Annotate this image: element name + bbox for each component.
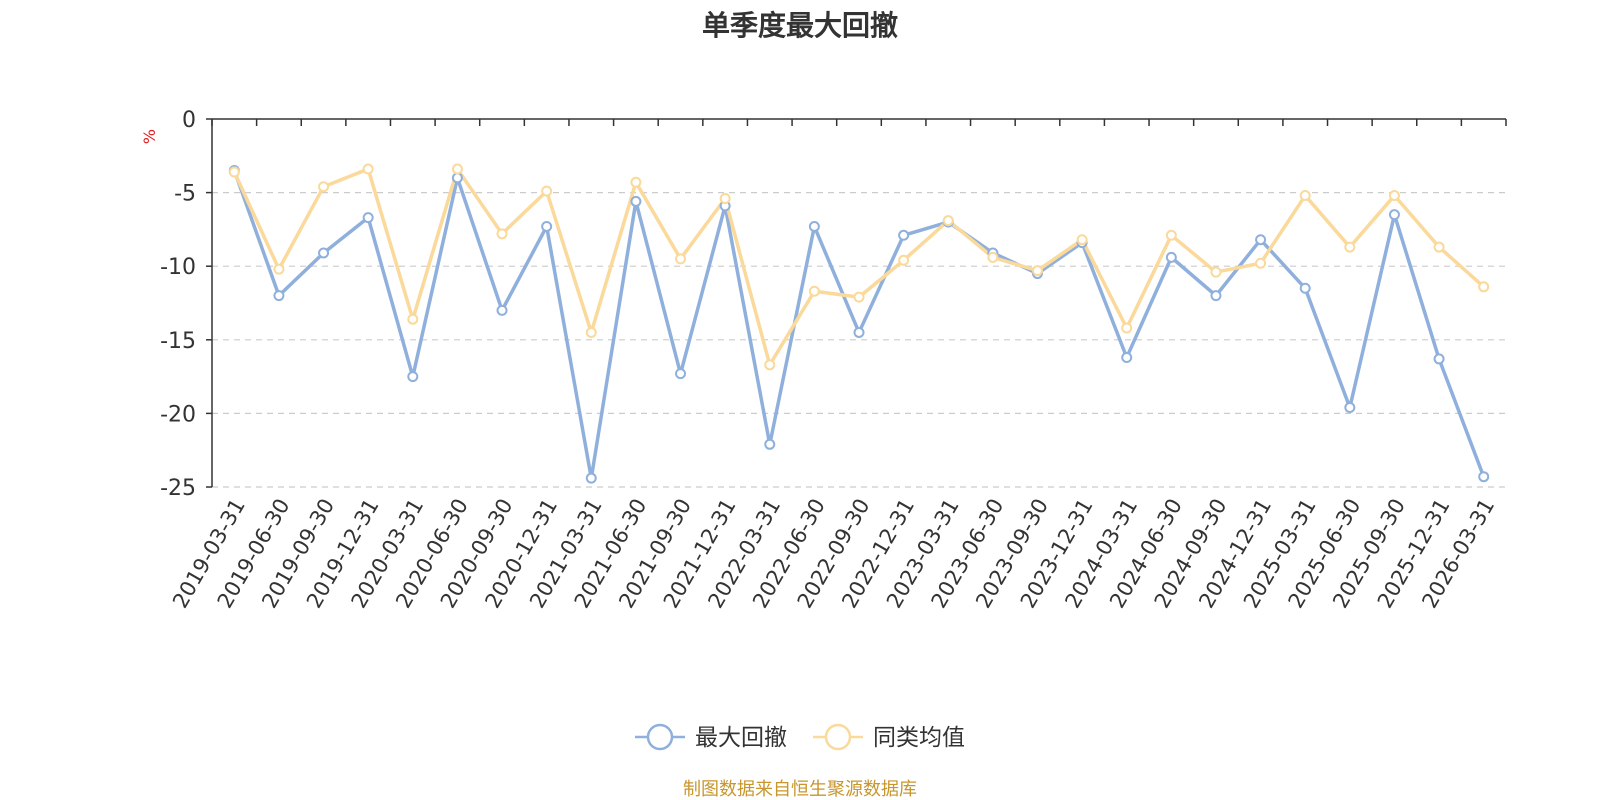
data-point[interactable] [942, 215, 954, 227]
data-point[interactable] [719, 192, 731, 204]
data-point[interactable] [1255, 234, 1267, 246]
data-point[interactable] [808, 220, 820, 232]
legend-item-1[interactable]: 同类均值 [813, 723, 965, 751]
data-point[interactable] [675, 253, 687, 265]
data-point[interactable] [898, 229, 910, 241]
data-point[interactable] [273, 290, 285, 302]
data-point[interactable] [1255, 257, 1267, 269]
data-point[interactable] [362, 212, 374, 224]
data-point[interactable] [496, 304, 508, 316]
data-point[interactable] [451, 172, 463, 184]
line-chart: 0-5-10-15-20-25%2019-03-312019-06-302019… [140, 108, 1507, 751]
data-point[interactable] [987, 251, 999, 263]
data-point[interactable] [228, 166, 240, 178]
legend-swatch-circle [646, 723, 674, 751]
data-point[interactable] [1478, 281, 1490, 293]
data-point[interactable] [407, 371, 419, 383]
data-point[interactable] [362, 163, 374, 175]
data-point[interactable] [898, 254, 910, 266]
y-tick-label: -25 [160, 476, 196, 501]
data-point[interactable] [541, 220, 553, 232]
chart-title: 单季度最大回撤 [701, 9, 898, 42]
legend-label: 最大回撤 [695, 725, 787, 751]
data-point[interactable] [675, 368, 687, 380]
data-point[interactable] [1210, 266, 1222, 278]
data-point[interactable] [318, 247, 330, 259]
axis-layer: 0-5-10-15-20-25%2019-03-312019-06-302019… [140, 108, 1507, 612]
data-point[interactable] [1433, 353, 1445, 365]
y-tick-label: -5 [174, 182, 196, 207]
data-point[interactable] [1210, 290, 1222, 302]
y-axis-label: % [140, 129, 159, 144]
y-tick-label: 0 [182, 108, 196, 133]
data-point[interactable] [1344, 402, 1356, 414]
y-tick-label: -15 [160, 329, 196, 354]
data-point[interactable] [764, 438, 776, 450]
data-point[interactable] [1433, 241, 1445, 253]
legend-swatch-circle [824, 723, 852, 751]
data-point[interactable] [1121, 322, 1133, 334]
data-point[interactable] [630, 195, 642, 207]
data-point[interactable] [1388, 209, 1400, 221]
data-point[interactable] [451, 163, 463, 175]
data-point[interactable] [318, 181, 330, 193]
legend-label: 同类均值 [873, 725, 965, 751]
data-point[interactable] [585, 472, 597, 484]
data-point[interactable] [764, 359, 776, 371]
series-layer [228, 163, 1490, 484]
data-point[interactable] [1388, 190, 1400, 202]
y-tick-label: -20 [160, 402, 196, 427]
data-point[interactable] [1299, 190, 1311, 202]
data-point[interactable] [585, 326, 597, 338]
data-point[interactable] [1031, 265, 1043, 277]
data-point[interactable] [1165, 251, 1177, 263]
data-point[interactable] [1299, 282, 1311, 294]
data-point[interactable] [496, 228, 508, 240]
legend[interactable]: 最大回撤 同类均值 [635, 723, 965, 751]
grid-layer [212, 192, 1506, 488]
y-tick-label: -10 [160, 255, 196, 280]
data-point[interactable] [853, 291, 865, 303]
data-point[interactable] [853, 326, 865, 338]
data-point[interactable] [1076, 234, 1088, 246]
data-point[interactable] [1165, 229, 1177, 241]
legend-item-0[interactable]: 最大回撤 [635, 723, 787, 751]
source-note: 制图数据来自恒生聚源数据库 [683, 779, 917, 800]
data-point[interactable] [1478, 471, 1490, 483]
data-point[interactable] [1121, 351, 1133, 363]
data-point[interactable] [541, 185, 553, 197]
data-point[interactable] [1344, 241, 1356, 253]
data-point[interactable] [808, 285, 820, 297]
data-point[interactable] [630, 176, 642, 188]
data-point[interactable] [273, 263, 285, 275]
series-line-0 [232, 169, 1486, 480]
data-point[interactable] [407, 313, 419, 325]
